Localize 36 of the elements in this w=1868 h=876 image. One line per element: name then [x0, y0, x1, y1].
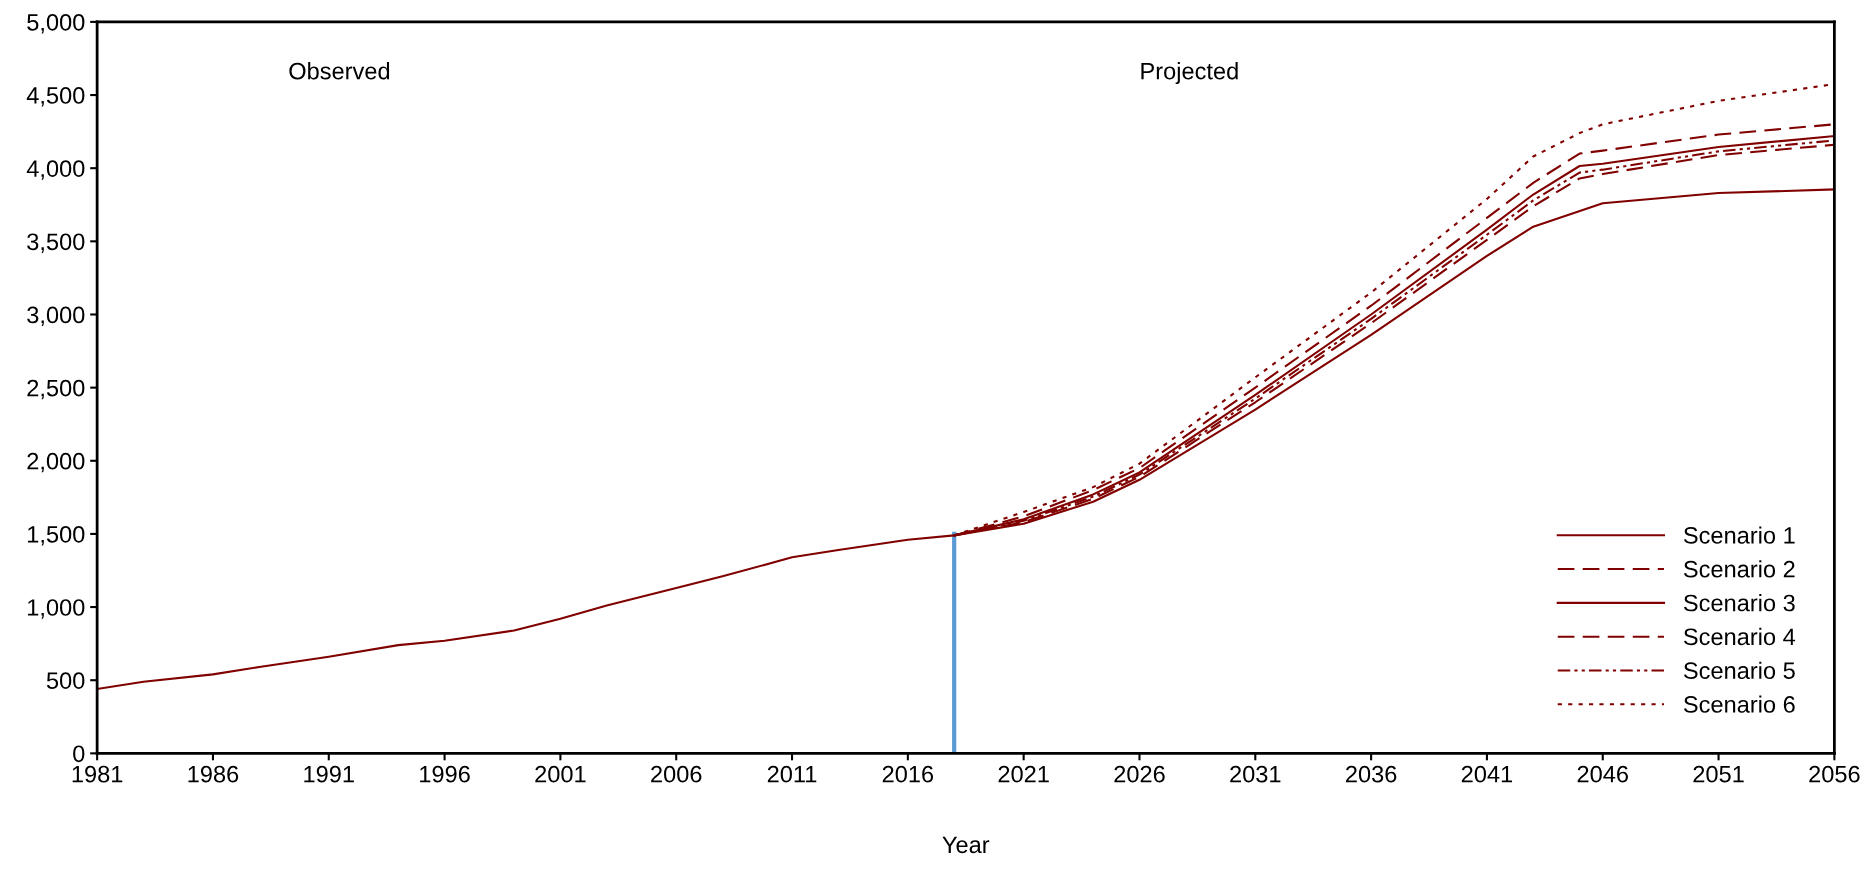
legend-label: Scenario 4 [1683, 627, 1796, 646]
x-tick-label: 2026 [1114, 765, 1165, 783]
y-tick-label: 3,000 [27, 306, 85, 327]
x-tick-label: 2016 [882, 765, 934, 783]
y-tick-label: 2,500 [27, 379, 85, 400]
y-tick-label: 5,000 [27, 13, 85, 34]
y-tick-label: 2,000 [27, 452, 85, 473]
x-tick-label: 2011 [767, 765, 817, 783]
y-tick-label: 1,000 [28, 599, 85, 619]
x-tick-label: 2036 [1346, 765, 1397, 783]
legend-label: Scenario 6 [1683, 695, 1795, 713]
x-tick-label: 1991 [304, 765, 354, 783]
y-tick-label: 500 [46, 672, 85, 689]
legend-label: Scenario 1 [1683, 526, 1795, 544]
x-tick-label: 2046 [1577, 765, 1628, 783]
x-tick-label: 1996 [420, 765, 470, 783]
y-tick-label: 4,500 [26, 87, 85, 107]
x-tick-label: 2041 [1461, 765, 1513, 783]
x-tick-label: 1986 [188, 765, 239, 783]
x-tick-label: 2021 [998, 765, 1049, 783]
x-tick-label: 2051 [1693, 765, 1744, 783]
annotation: Projected [1141, 62, 1238, 85]
y-tick-label: 0 [73, 745, 85, 763]
x-tick-label: 2056 [1809, 765, 1860, 783]
x-axis-title: Year [942, 836, 990, 854]
y-tick-label: 3,500 [27, 233, 85, 253]
annotation: Observed [289, 62, 390, 80]
x-tick-label: 1981 [72, 765, 123, 783]
y-tick-label: 4,000 [26, 160, 85, 180]
x-tick-label: 2031 [1230, 765, 1281, 783]
x-tick-label: 2006 [651, 765, 702, 783]
y-tick-label: 1,500 [28, 525, 85, 546]
legend-label: Scenario 2 [1683, 560, 1795, 578]
legend-label: Scenario 3 [1683, 594, 1795, 612]
legend-label: Scenario 5 [1683, 661, 1795, 679]
x-tick-label: 2001 [535, 765, 586, 783]
